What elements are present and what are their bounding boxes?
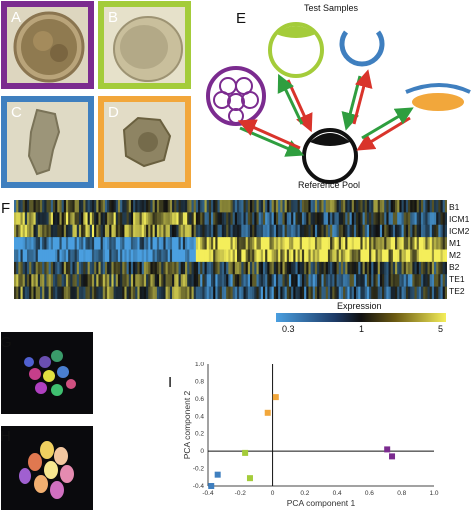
panel-label-d: D	[108, 104, 119, 121]
y-tick-label: 0	[200, 448, 204, 455]
orange-icm-icon	[405, 83, 471, 111]
panel-label-e: E	[236, 10, 247, 27]
fluorescence-image-g	[1, 332, 93, 414]
panel-b-photo: B	[98, 1, 191, 89]
y-tick-label: -0.2	[193, 466, 205, 473]
panel-c-photo: C	[1, 96, 94, 188]
x-axis-label: PCA component 1	[287, 498, 356, 508]
scatter-point	[389, 453, 396, 460]
pca-scatter-plot: -0.4 -0.2 0 0.2 0.4 0.6 0.8 1.0 -0.4 -0.2 0 0.2 0.4 0…	[182, 362, 439, 508]
y-tick-label: 0.6	[195, 396, 204, 403]
y-axis-label: PCA component 2	[182, 390, 192, 459]
arrows	[237, 69, 414, 157]
reference-pool-label: Reference Pool	[298, 180, 361, 190]
panel-h-photo: H	[1, 426, 93, 510]
x-tick-label: -0.4	[202, 490, 214, 497]
scatter-point	[264, 409, 271, 416]
colorbar-tick-low: 0.3	[282, 324, 295, 334]
colorbar	[276, 313, 446, 322]
scatter-point	[214, 471, 221, 478]
panel-label-b: B	[108, 9, 119, 26]
y-tick-label: 0.4	[195, 413, 204, 420]
scatter-point	[272, 394, 279, 401]
colorbar-title: Expression	[337, 301, 382, 311]
panel-label-h: H	[1, 428, 11, 445]
fluorescence-image-h	[1, 426, 93, 510]
y-tick-label: 1.0	[195, 362, 204, 368]
row-label-icm1: ICM1	[449, 214, 470, 224]
row-label-b2: B2	[449, 262, 460, 272]
test-samples-label: Test Samples	[304, 3, 359, 13]
embryo-image-b	[104, 7, 185, 83]
panel-label-i: I	[168, 374, 173, 391]
y-tick-label: 0.2	[195, 431, 204, 438]
panel-label-a: A	[11, 9, 22, 26]
row-label-te2: TE2	[449, 286, 465, 296]
panel-label-f: F	[1, 200, 11, 217]
row-label-b1: B1	[449, 202, 460, 212]
colorbar-tick-high: 5	[438, 324, 444, 334]
x-tick-label: 0.8	[397, 490, 406, 497]
reference-pool-icon	[302, 128, 358, 184]
expression-heatmap	[14, 200, 447, 299]
blue-trophectoderm-icon	[339, 30, 385, 67]
green-blastocyst-icon	[268, 22, 324, 78]
morula-icon	[206, 66, 266, 126]
embryo-image-c	[7, 102, 88, 182]
panel-g-photo: G	[1, 332, 93, 414]
row-label-m2: M2	[449, 250, 461, 260]
panel-label-g: G	[1, 334, 12, 351]
scatter-point	[246, 475, 253, 482]
colorbar-tick-mid: 1	[359, 324, 365, 334]
scatter-point	[384, 446, 391, 453]
schematic-diagram	[206, 22, 471, 184]
y-tick-label: -0.4	[193, 483, 205, 490]
panel-d-photo: D	[98, 96, 191, 188]
row-label-m1: M1	[449, 238, 461, 248]
x-tick-label: 1.0	[429, 490, 438, 497]
x-tick-label: 0	[271, 490, 275, 497]
x-tick-label: 0.4	[333, 490, 342, 497]
y-tick-label: 0.8	[195, 378, 204, 385]
row-label-te1: TE1	[449, 274, 465, 284]
scatter-point	[242, 449, 249, 456]
embryo-image-a	[7, 7, 88, 83]
x-tick-label: 0.2	[300, 490, 309, 497]
row-label-icm2: ICM2	[449, 226, 470, 236]
panel-a-photo: A	[1, 1, 94, 89]
x-tick-label: -0.2	[235, 490, 247, 497]
embryo-image-d	[104, 102, 185, 182]
x-tick-label: 0.6	[365, 490, 374, 497]
panel-label-c: C	[11, 104, 22, 121]
scatter-point	[208, 483, 215, 489]
